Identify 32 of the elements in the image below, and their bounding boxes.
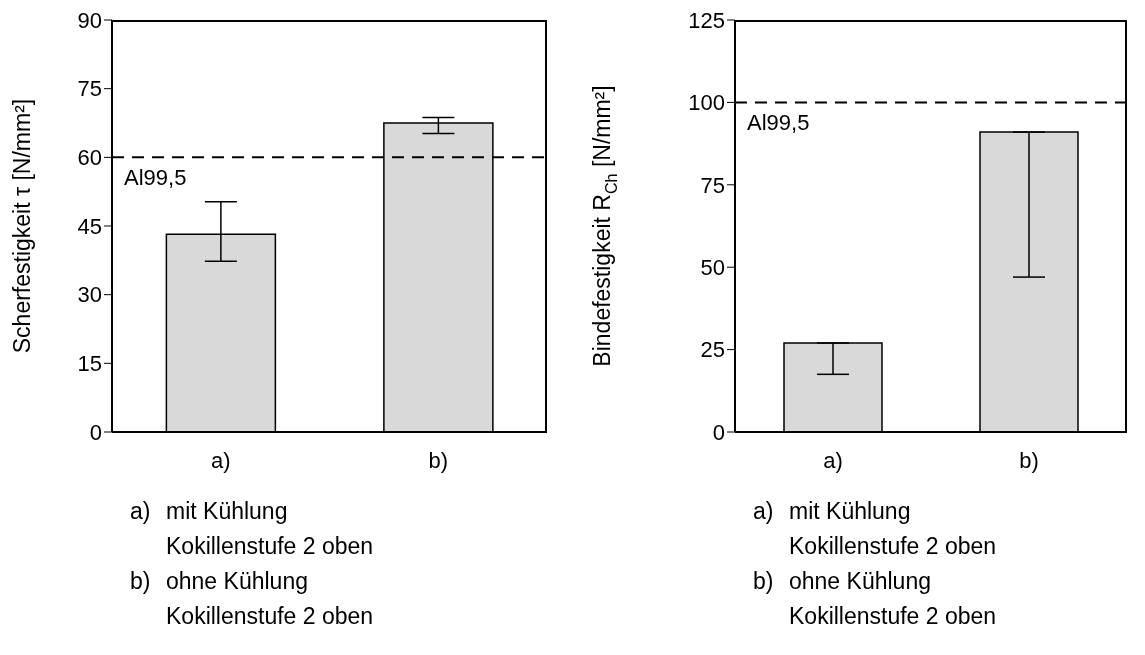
text: a) xyxy=(130,497,152,526)
y-tick-label: 0 xyxy=(712,419,725,445)
text: mit Kühlung xyxy=(789,497,912,526)
text: mit Kühlung xyxy=(166,497,289,526)
y-tick-label: 50 xyxy=(700,255,725,281)
y-tick-label: 90 xyxy=(77,7,102,33)
ref-line-label: Al99,5 xyxy=(747,110,810,136)
y-tick-label: 25 xyxy=(700,337,725,363)
ref-line-label: Al99,5 xyxy=(124,164,187,190)
text: Kokillenstufe 2 oben xyxy=(789,602,997,631)
text: Kokillenstufe 2 oben xyxy=(166,602,374,631)
y-tick-label: 45 xyxy=(77,213,102,239)
text: a) xyxy=(753,497,775,526)
y-tick-label: 100 xyxy=(688,90,725,116)
y-axis-title: Scherfestigkeit τ [N/mm²] xyxy=(9,98,36,354)
y-tick-label: 75 xyxy=(700,172,725,198)
x-tick-label: a) xyxy=(823,447,843,473)
text: b) xyxy=(753,567,775,596)
x-tick-label: b) xyxy=(428,447,449,473)
text: b) xyxy=(130,567,152,596)
y-tick-label: 60 xyxy=(77,145,102,171)
text: Kokillenstufe 2 oben xyxy=(166,532,374,561)
y-tick-label: 15 xyxy=(77,351,102,377)
y-tick-label: 75 xyxy=(77,76,102,102)
y-tick-label: 125 xyxy=(688,7,725,33)
x-tick-label: a) xyxy=(210,447,231,473)
text: ohne Kühlung xyxy=(166,567,309,596)
y-tick-label: 30 xyxy=(77,282,102,308)
x-tick-label: b) xyxy=(1019,447,1039,473)
y-tick-label: 0 xyxy=(89,419,102,445)
text: ohne Kühlung xyxy=(789,567,932,596)
text: Kokillenstufe 2 oben xyxy=(789,532,997,561)
